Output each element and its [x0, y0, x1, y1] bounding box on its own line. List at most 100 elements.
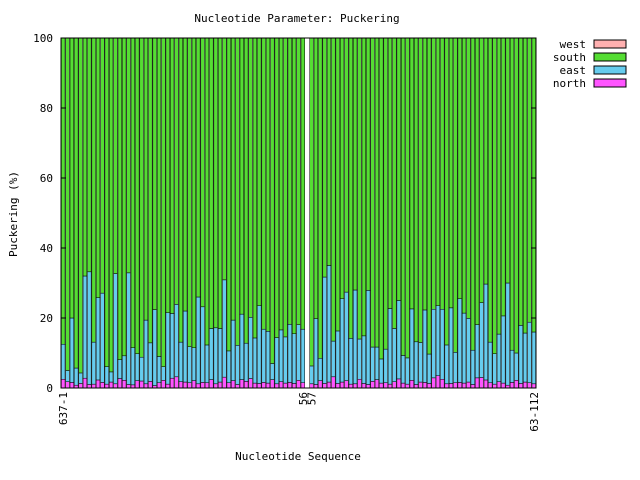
bar-east-102 [509, 349, 515, 383]
bar-north-77 [400, 382, 406, 389]
bar-east-27 [178, 341, 183, 382]
bar-south-47 [265, 37, 271, 332]
bar-east-57 [313, 318, 319, 385]
bar-north-87 [444, 383, 449, 389]
bar-east-45 [257, 305, 262, 384]
bar-east-90 [457, 298, 462, 383]
bar-east-19 [143, 319, 149, 385]
bar-north-58 [318, 380, 323, 389]
bar-south-23 [161, 37, 166, 367]
x-tick-label-1: 56 [297, 392, 310, 405]
bar-south-30 [191, 37, 197, 348]
bar-north-47 [265, 382, 271, 389]
bar-south-44 [252, 37, 258, 339]
bar-north-68 [361, 383, 366, 389]
bar-south-87 [444, 37, 449, 346]
bar-north-45 [257, 383, 262, 389]
bar-east-47 [265, 331, 271, 384]
bar-east-13 [117, 359, 122, 379]
bar-south-51 [283, 37, 288, 338]
bar-south-4 [78, 37, 83, 374]
bar-east-87 [444, 344, 449, 385]
bar-south-40 [235, 37, 240, 346]
bar-north-33 [204, 382, 210, 389]
bar-south-106 [527, 37, 532, 323]
bar-south-74 [387, 37, 393, 309]
bar-south-13 [117, 37, 122, 360]
bar-north-61 [331, 376, 336, 389]
y-axis: 0 20 40 60 80 100 [33, 32, 536, 395]
bar-south-32 [200, 37, 205, 308]
bar-north-100 [501, 382, 506, 389]
chart-title: Nucleotide Parameter: Puckering [194, 12, 399, 25]
bar-south-88 [448, 37, 454, 309]
bar-north-82 [422, 382, 427, 389]
bar-north-38 [226, 382, 231, 389]
bar-north-44 [252, 382, 258, 389]
bar-north-81 [418, 381, 423, 389]
bar-east-2 [69, 317, 74, 383]
bar-north-89 [453, 382, 458, 389]
bar-south-107 [531, 37, 536, 333]
bar-south-68 [361, 37, 366, 337]
bar-north-30 [191, 380, 197, 389]
bar-south-26 [174, 37, 179, 305]
bar-east-20 [148, 342, 153, 382]
bar-south-36 [217, 37, 223, 329]
bar-north-20 [148, 381, 153, 389]
bar-north-65 [348, 383, 353, 389]
bar-south-10 [104, 37, 109, 367]
bar-east-101 [505, 282, 510, 386]
bar-south-24 [165, 37, 170, 313]
bar-south-15 [126, 37, 131, 274]
bar-south-61 [331, 37, 336, 342]
bar-north-27 [178, 381, 183, 389]
bar-east-88 [448, 307, 454, 384]
bar-north-106 [527, 382, 532, 389]
bar-north-22 [156, 382, 162, 389]
bar-east-23 [161, 366, 166, 381]
legend-label-south: south [553, 51, 586, 64]
bar-south-43 [248, 37, 253, 318]
legend-swatch-west [593, 39, 627, 49]
bar-south-66 [353, 37, 358, 291]
bar-north-37 [222, 376, 227, 389]
bar-east-11 [109, 371, 114, 383]
bar-north-39 [231, 380, 236, 389]
bar-east-4 [78, 372, 83, 384]
bar-south-55 [300, 37, 305, 330]
y-tick-label-1: 20 [40, 312, 53, 325]
bar-east-62 [335, 330, 340, 384]
bar-east-61 [331, 340, 336, 378]
bar-south-77 [400, 37, 406, 356]
bar-south-11 [109, 37, 114, 373]
bar-north-41 [239, 379, 244, 389]
bar-north-46 [261, 382, 266, 389]
bar-north-13 [117, 378, 122, 389]
bar-north-66 [353, 383, 358, 389]
bar-east-78 [405, 357, 410, 385]
bar-south-86 [440, 37, 445, 310]
bar-north-19 [143, 383, 149, 389]
bar-east-0 [61, 344, 66, 380]
bar-east-34 [209, 328, 214, 380]
bar-south-75 [392, 37, 397, 329]
bar-south-42 [244, 37, 249, 344]
bar-south-67 [357, 37, 362, 340]
x-axis-label: Nucleotide Sequence [235, 450, 361, 463]
bar-north-24 [165, 383, 170, 389]
bar-south-101 [505, 37, 510, 284]
bar-north-98 [492, 383, 497, 389]
bar-south-16 [130, 37, 136, 348]
bar-east-53 [292, 333, 297, 384]
bar-east-71 [374, 346, 380, 380]
bar-north-14 [122, 380, 127, 389]
bar-north-54 [296, 380, 301, 389]
bar-east-39 [231, 319, 236, 381]
bar-south-53 [292, 37, 297, 334]
bar-east-95 [479, 302, 484, 378]
bar-east-75 [392, 328, 397, 382]
bar-east-72 [379, 358, 384, 384]
bar-south-35 [213, 37, 218, 329]
bar-east-92 [466, 318, 471, 383]
